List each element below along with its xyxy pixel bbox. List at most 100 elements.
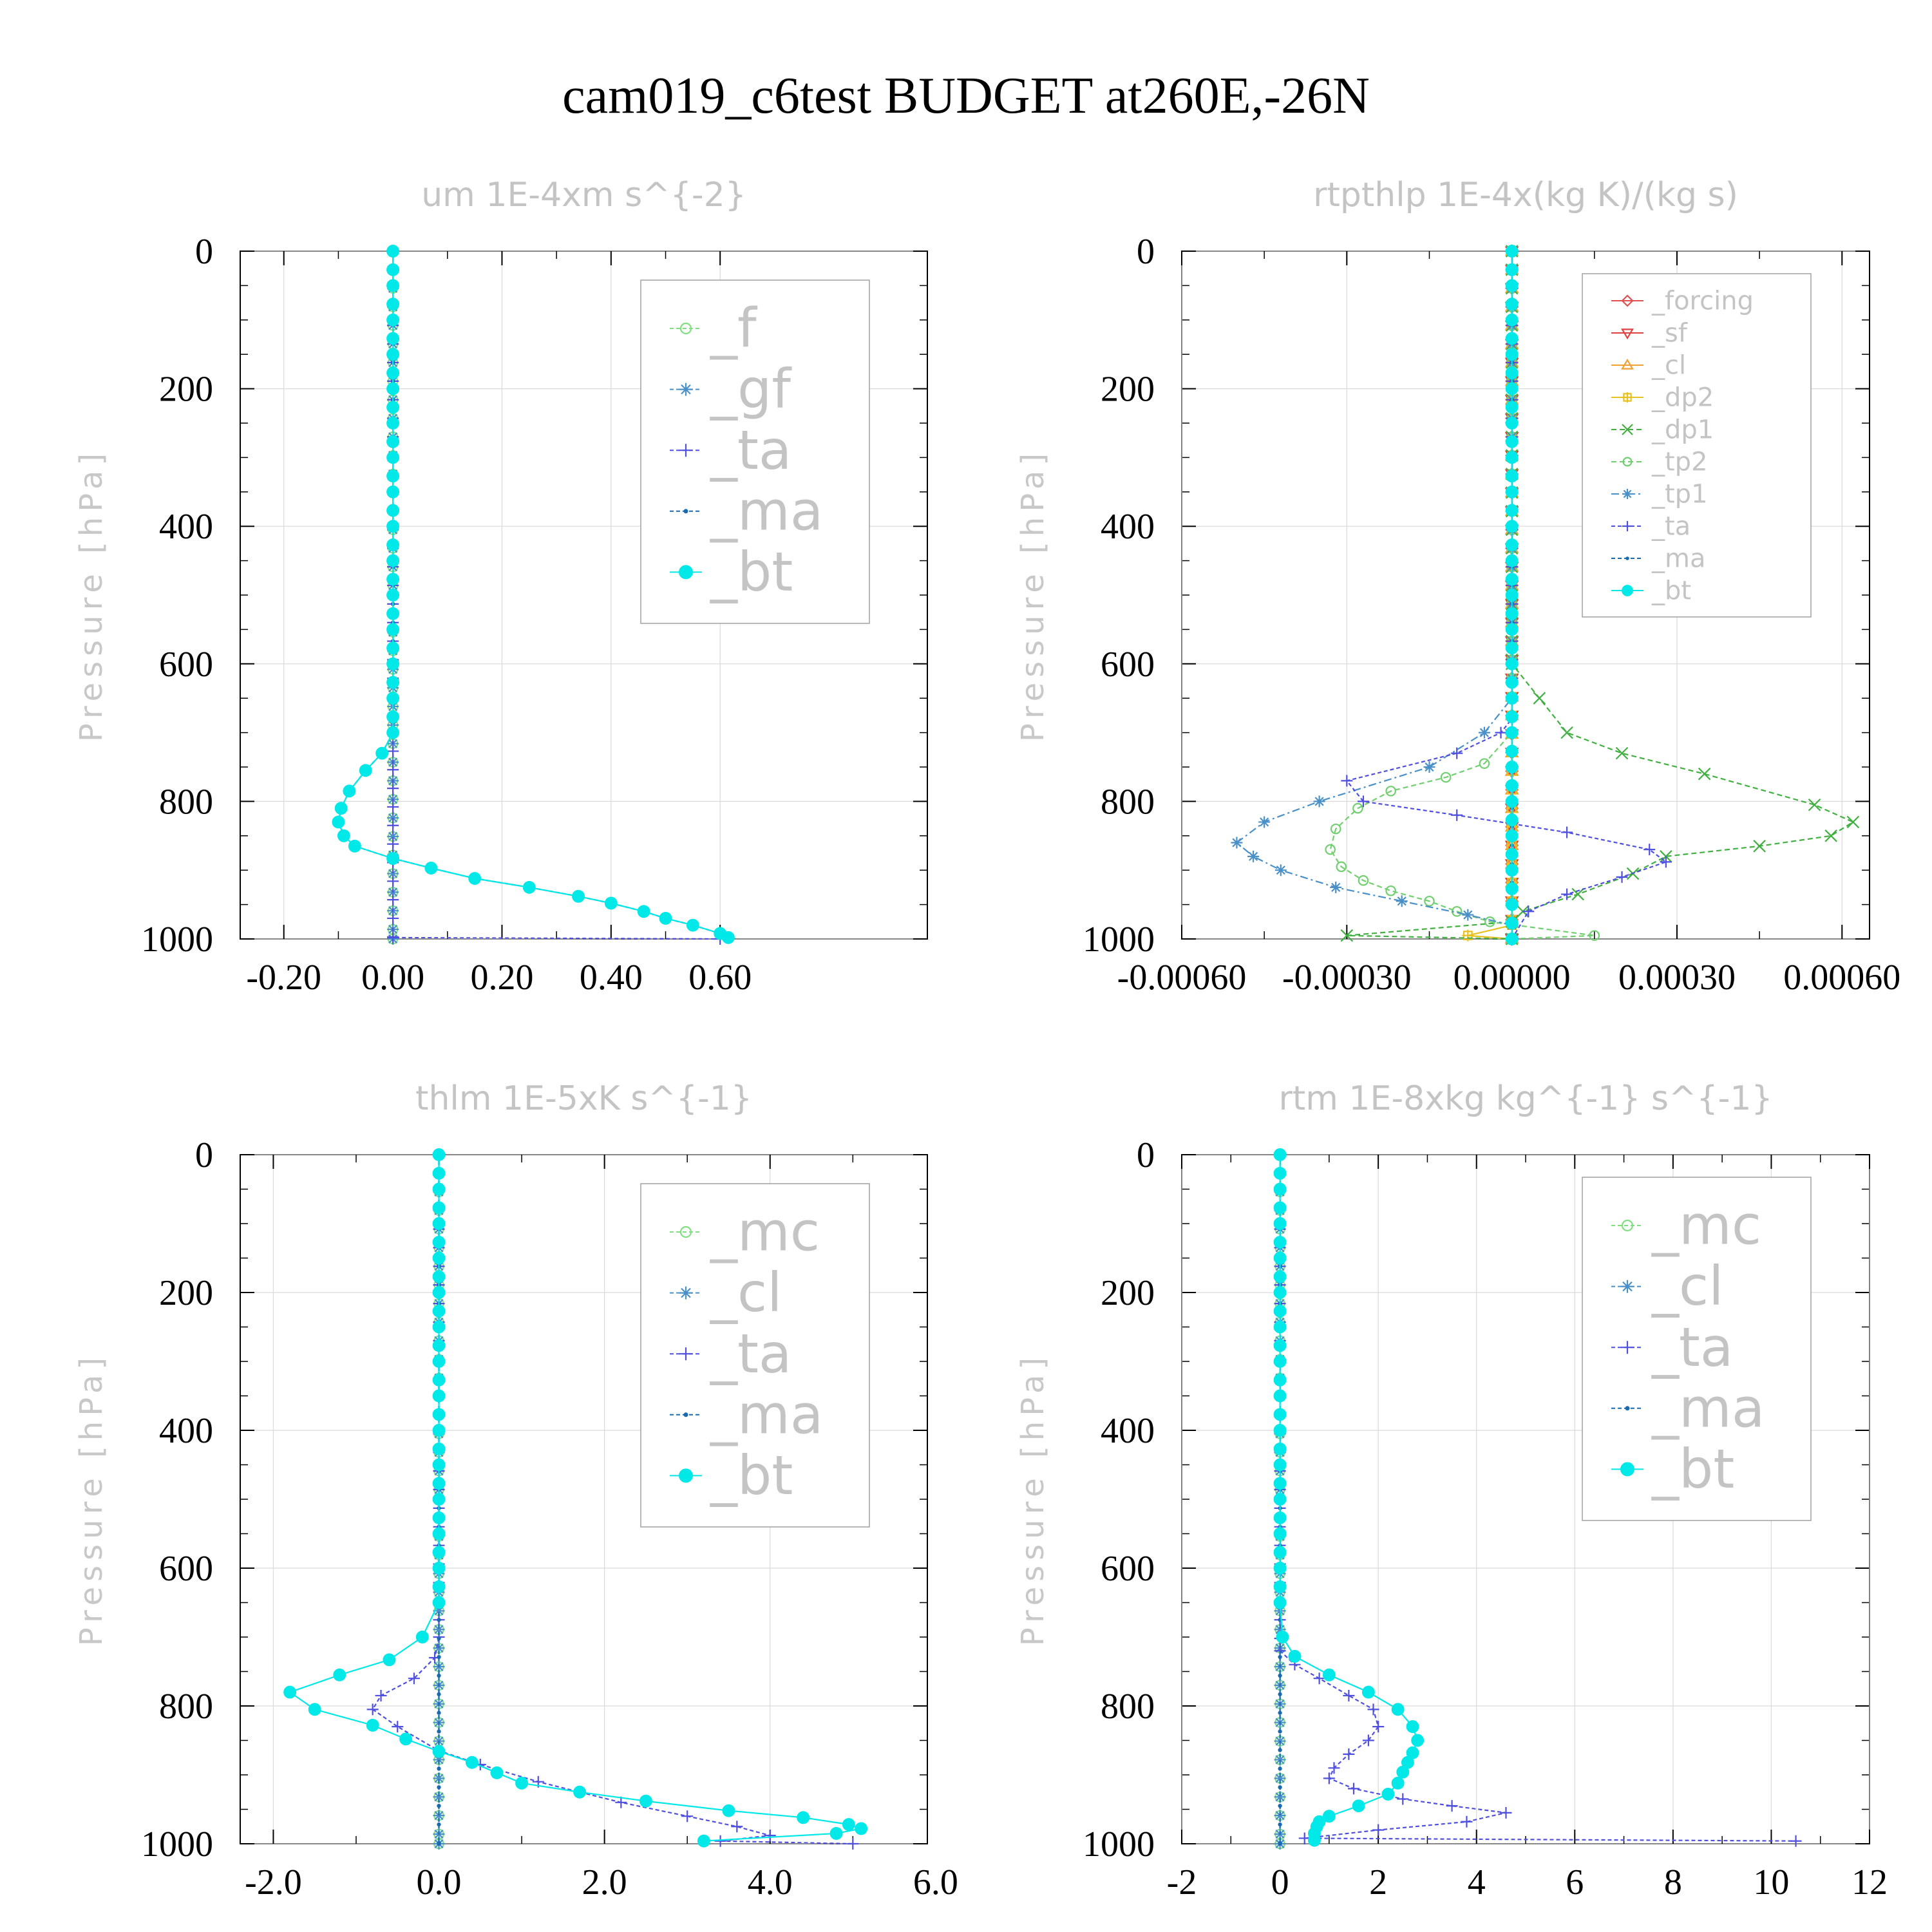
data-point — [437, 1710, 441, 1715]
data-point — [1505, 813, 1519, 827]
y-tick-label: 600 — [159, 645, 213, 685]
legend-label: _sf — [1651, 319, 1688, 348]
data-point — [1278, 1729, 1282, 1734]
data-point — [386, 435, 400, 448]
x-tick-label: 2 — [1369, 1862, 1387, 1902]
legend-marker — [679, 1286, 692, 1300]
data-point — [797, 1811, 810, 1824]
data-point — [1273, 1304, 1287, 1318]
data-point — [1273, 1477, 1287, 1490]
x-tick-label: -0.00030 — [1282, 958, 1412, 998]
data-point — [387, 745, 399, 757]
data-point — [1505, 332, 1519, 345]
data-point — [1406, 1720, 1419, 1734]
y-tick-label: 400 — [1101, 507, 1155, 547]
data-point — [366, 1719, 379, 1732]
legend-marker — [679, 1226, 692, 1238]
data-point — [721, 931, 735, 944]
data-point — [1505, 916, 1519, 930]
data-point — [386, 485, 400, 498]
data-point — [386, 607, 400, 620]
x-tick-label: 6 — [1566, 1862, 1584, 1902]
y-tick-label: 400 — [159, 507, 213, 547]
data-point — [1615, 746, 1629, 760]
x-tick-label: 0.00060 — [1783, 958, 1900, 998]
legend-label: _ta — [1651, 1316, 1733, 1379]
data-point — [1571, 887, 1584, 901]
legend-marker — [679, 1468, 693, 1483]
y-tick-label: 400 — [159, 1411, 213, 1451]
data-point — [386, 298, 400, 311]
legend-label: _bt — [710, 540, 793, 603]
legend-marker — [1622, 457, 1633, 467]
data-point — [1273, 1442, 1287, 1455]
data-point — [437, 1822, 441, 1827]
data-point — [1343, 1689, 1355, 1701]
data-point — [1505, 761, 1519, 773]
data-point — [1505, 848, 1519, 861]
y-axis-label: Pressure [hPa] — [1015, 1352, 1051, 1646]
legend-marker — [1621, 358, 1634, 370]
data-point — [1505, 573, 1519, 586]
data-point — [432, 1546, 446, 1559]
legend-label: _ma — [710, 479, 823, 542]
y-tick-label: 200 — [1101, 1273, 1155, 1313]
y-tick-label: 600 — [1101, 1549, 1155, 1589]
data-point — [386, 263, 400, 276]
data-point — [522, 880, 536, 894]
y-tick-label: 600 — [159, 1549, 213, 1589]
x-tick-label: 0.60 — [688, 958, 752, 998]
series-line — [1347, 251, 1855, 940]
x-tick-label: 4 — [1468, 1862, 1486, 1902]
data-point — [1273, 1166, 1287, 1180]
data-point — [1273, 1424, 1287, 1437]
data-point — [1328, 1762, 1340, 1774]
data-point — [437, 1636, 441, 1641]
data-point — [386, 657, 400, 670]
data-point — [1361, 1685, 1375, 1699]
data-point — [387, 894, 399, 906]
data-point — [1824, 829, 1837, 842]
data-point — [466, 1756, 478, 1769]
legend-marker — [679, 383, 692, 396]
data-point — [1495, 726, 1507, 739]
data-point — [432, 1182, 446, 1196]
data-point — [1330, 881, 1342, 893]
y-tick-label: 800 — [159, 782, 213, 822]
data-point — [1660, 856, 1672, 868]
data-point — [432, 1355, 446, 1368]
data-point — [432, 1596, 446, 1609]
data-point — [681, 1810, 694, 1823]
legend: _mc_cl_ta_ma_bt — [640, 1183, 870, 1528]
data-point — [1505, 864, 1519, 877]
data-point — [731, 1821, 743, 1833]
legend-label: _ta — [1651, 512, 1690, 542]
data-point — [337, 829, 350, 842]
series-line — [1235, 251, 1513, 939]
legend-marker — [1621, 328, 1634, 340]
x-tick-label: 8 — [1664, 1862, 1682, 1902]
legend: _forcing _sf _cl_dp2_dp1 _tp2 _tp1 _ta_ma_bt — [1582, 273, 1812, 618]
data-point — [1411, 1734, 1425, 1747]
data-point — [386, 401, 400, 414]
data-point — [1505, 744, 1519, 758]
data-point — [1505, 589, 1519, 601]
data-point — [722, 1804, 735, 1817]
data-point — [1288, 1650, 1302, 1663]
data-point — [1505, 417, 1519, 430]
data-point — [432, 1493, 446, 1506]
legend-box — [640, 279, 870, 624]
data-point — [386, 589, 400, 601]
data-point — [1322, 1668, 1336, 1681]
x-tick-label: 0.00030 — [1618, 958, 1736, 998]
data-point — [432, 1580, 446, 1593]
data-point — [1505, 607, 1519, 620]
data-point — [432, 1527, 446, 1540]
data-point — [1462, 929, 1474, 942]
data-point — [1643, 844, 1656, 856]
data-point — [392, 1721, 404, 1733]
y-tick-label: 0 — [195, 232, 213, 272]
data-point — [283, 1685, 297, 1699]
data-point — [387, 782, 399, 795]
data-point — [386, 348, 400, 361]
